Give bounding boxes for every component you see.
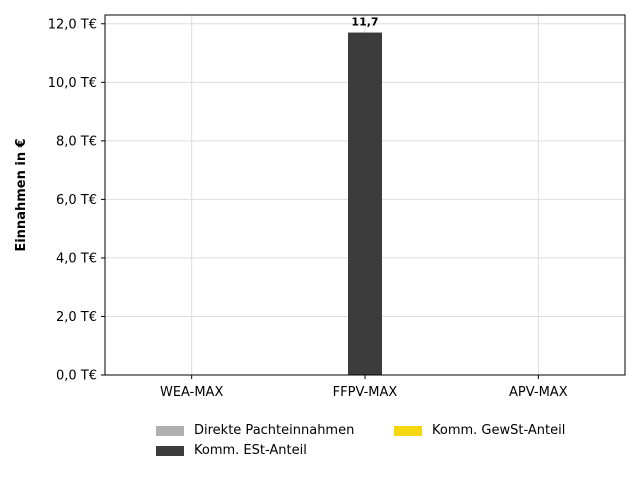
y-tick-label: 10,0 T€ <box>48 76 97 91</box>
bars <box>348 32 382 375</box>
y-tick-label: 0,0 T€ <box>56 369 97 384</box>
legend-swatch <box>394 425 422 436</box>
y-axis-label: Einnahmen in € <box>14 138 29 251</box>
y-tick-label: 4,0 T€ <box>56 251 97 266</box>
legend-label: Direkte Pachteinnahmen <box>194 423 355 438</box>
legend-swatch <box>156 445 184 456</box>
data-label: 11,7 <box>351 16 378 29</box>
x-axis-ticks: WEA-MAX FFPV-MAX APV-MAX <box>160 375 568 400</box>
data-labels: 11,7 <box>351 16 378 29</box>
y-tick-label: 6,0 T€ <box>56 193 97 208</box>
legend-label: Komm. ESt-Anteil <box>194 443 307 458</box>
x-tick-label: WEA-MAX <box>160 385 223 400</box>
legend-item-direkte-pachteinnahmen: Direkte Pachteinnahmen <box>156 423 354 438</box>
y-tick-label: 8,0 T€ <box>56 134 97 149</box>
legend-item-komm-gewst-anteil: Komm. GewSt-Anteil <box>394 423 565 438</box>
legend-item-komm-est-anteil: Komm. ESt-Anteil <box>156 443 307 458</box>
x-tick-label: FFPV-MAX <box>333 385 398 400</box>
x-tick-label: APV-MAX <box>509 385 568 400</box>
legend-label: Komm. GewSt-Anteil <box>432 423 566 438</box>
y-axis-ticks: 0,0 T€ 2,0 T€ 4,0 T€ 6,0 T€ 8,0 T€ 10,0 T€ 12,… <box>48 17 105 384</box>
y-tick-label: 2,0 T€ <box>56 310 97 325</box>
bar-komm-est-anteil-ffpv-max <box>348 32 382 375</box>
y-tick-label: 12,0 T€ <box>48 17 97 32</box>
legend-swatch <box>156 425 184 436</box>
